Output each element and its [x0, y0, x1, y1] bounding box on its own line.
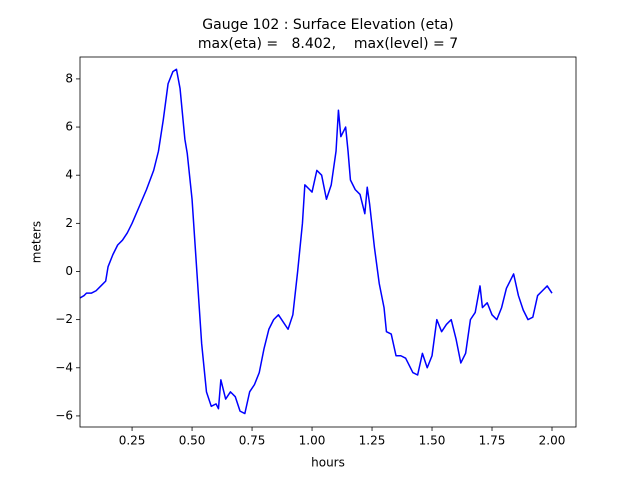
- y-tick-label: −2: [55, 312, 73, 326]
- y-tick-label: 4: [65, 168, 73, 182]
- x-tick-label: 0.25: [119, 434, 146, 448]
- plot-frame: [79, 56, 577, 428]
- x-tick-label: 1.25: [359, 434, 386, 448]
- chart-subtitle: max(eta) = 8.402, max(level) = 7: [198, 36, 458, 52]
- data-line: [79, 68, 553, 415]
- x-tick-label: 0.50: [179, 434, 206, 448]
- chart-title: Gauge 102 : Surface Elevation (eta): [202, 17, 453, 33]
- y-tick-label: −4: [55, 360, 73, 374]
- y-tick-label: 8: [65, 71, 73, 85]
- x-tick-label: 0.75: [239, 434, 266, 448]
- x-tick-label: 1.75: [479, 434, 506, 448]
- x-tick-label: 1.00: [299, 434, 326, 448]
- y-tick-label: −6: [55, 408, 73, 422]
- y-tick-label: 2: [65, 216, 73, 230]
- x-tick-label: 2.00: [539, 434, 566, 448]
- x-tick-label: 1.50: [419, 434, 446, 448]
- y-tick-label: 0: [65, 264, 73, 278]
- y-axis-label: meters: [30, 221, 44, 263]
- y-tick-label: 6: [65, 120, 73, 134]
- x-axis-label: hours: [311, 456, 345, 470]
